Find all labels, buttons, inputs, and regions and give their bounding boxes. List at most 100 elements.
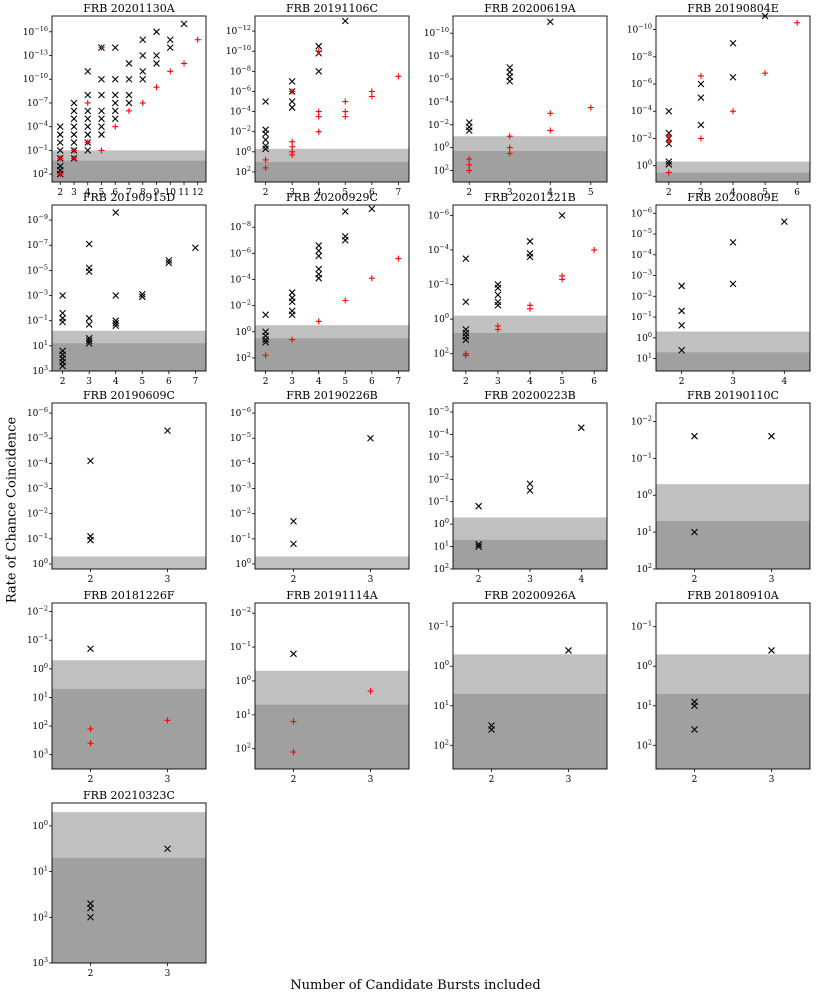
cross-marker — [84, 115, 92, 123]
cross-stroke — [56, 123, 64, 131]
cross-stroke — [465, 127, 473, 134]
cross-marker — [112, 292, 120, 299]
band-dark — [52, 160, 206, 182]
cross-marker — [87, 536, 94, 544]
plus-marker — [139, 99, 146, 106]
cross-stroke — [112, 292, 120, 299]
chart-title: FRB 20200619A — [484, 2, 576, 15]
cross-stroke — [526, 253, 534, 261]
y-tick-label: 100 — [433, 517, 449, 530]
y-tick-label: 10−5 — [27, 263, 48, 276]
cross-marker — [691, 726, 698, 733]
cross-stroke — [475, 543, 483, 550]
y-tick-label: 10−2 — [428, 472, 449, 485]
y-tick-label: 10−4 — [230, 456, 251, 469]
plot-frame — [655, 15, 811, 183]
x-tick-label: 2 — [60, 377, 66, 387]
y-tick-label: 10−16 — [23, 25, 48, 38]
y-tick-label: 10−1 — [27, 633, 48, 646]
cross-stroke — [577, 424, 585, 432]
chart-title: FRB 20201221B — [484, 191, 576, 204]
y-tick-label: 10−3 — [428, 450, 449, 463]
cross-stroke — [262, 130, 270, 138]
cross-marker — [315, 265, 323, 273]
cross-marker — [111, 99, 119, 107]
cross-marker — [341, 236, 349, 244]
cross-stroke — [56, 139, 64, 146]
cross-stroke — [85, 334, 93, 342]
cross-marker — [729, 280, 737, 288]
cross-marker — [665, 107, 673, 115]
x-tick-label: 2 — [263, 188, 269, 198]
cross-stroke — [729, 238, 737, 246]
cross-marker — [367, 434, 374, 442]
cross-stroke — [111, 91, 119, 99]
plus-marker — [587, 104, 594, 111]
chart-title: FRB 20191114A — [286, 589, 378, 602]
cross-stroke — [70, 115, 78, 123]
chart-title: FRB 20191106C — [286, 2, 378, 15]
cross-marker — [262, 338, 270, 346]
y-tick-label: 10−2 — [230, 507, 251, 520]
plus-marker — [342, 297, 349, 304]
chart-title: FRB 20200929C — [286, 191, 378, 204]
plot-frame — [452, 204, 608, 372]
band-dark — [52, 343, 206, 371]
x-tick-label: 3 — [769, 575, 775, 585]
y-tick-label: 10−2 — [230, 299, 251, 312]
cross-marker — [678, 282, 686, 290]
plus-marker — [591, 246, 598, 253]
cross-marker — [506, 77, 514, 85]
plot-frame — [452, 402, 608, 570]
chart-title: FRB 20200926A — [484, 589, 576, 602]
cross-stroke — [315, 42, 323, 50]
chart-title: FRB 20200223B — [484, 389, 576, 402]
cross-stroke — [665, 158, 673, 165]
x-tick-label: 3 — [71, 188, 77, 198]
y-tick-label: 100 — [32, 557, 48, 570]
x-tick-label: 6 — [166, 377, 172, 387]
y-tick-label: 10−4 — [27, 456, 48, 469]
cross-stroke — [288, 289, 296, 296]
plot-frame — [655, 402, 811, 570]
cross-marker — [546, 18, 554, 26]
y-tick-label: 10−10 — [424, 26, 449, 39]
cross-stroke — [84, 146, 92, 154]
cross-marker — [70, 107, 78, 115]
cross-marker — [138, 293, 146, 301]
cross-marker — [288, 98, 296, 105]
y-tick-label: 10−2 — [27, 507, 48, 520]
y-tick-label: 10−3 — [631, 269, 652, 282]
x-tick-label: 3 — [507, 188, 513, 198]
plus-marker — [506, 150, 513, 157]
plus-marker — [289, 336, 296, 343]
x-tick-label: 9 — [154, 188, 160, 198]
cross-marker — [85, 334, 93, 342]
y-tick-label: 10−1 — [631, 310, 652, 323]
y-tick-label: 101 — [32, 865, 48, 878]
x-tick-label: 7 — [126, 188, 132, 198]
x-tick-label: 3 — [730, 377, 736, 387]
cross-stroke — [315, 274, 323, 282]
y-tick-label: 10−10 — [226, 44, 251, 57]
cross-stroke — [139, 36, 147, 44]
x-axis-label: Number of Candidate Bursts included — [290, 978, 541, 993]
cross-stroke — [506, 77, 514, 85]
y-tick-label: 10−1 — [27, 532, 48, 545]
y-tick-label: 10−1 — [230, 640, 251, 653]
cross-stroke — [526, 480, 534, 488]
cross-marker — [262, 336, 270, 344]
cross-stroke — [164, 845, 171, 853]
cross-marker — [288, 78, 296, 85]
plus-marker — [342, 98, 349, 105]
cross-stroke — [678, 321, 686, 329]
y-tick-label: 100 — [235, 674, 251, 687]
cross-marker — [729, 73, 737, 81]
cross-stroke — [288, 311, 296, 319]
y-tick-label: 10−4 — [428, 95, 449, 108]
cross-marker — [180, 20, 188, 28]
x-tick-label: 3 — [527, 575, 533, 585]
y-tick-label: 10−4 — [631, 104, 652, 117]
plus-marker — [98, 44, 105, 51]
x-tick-label: 2 — [57, 188, 63, 198]
